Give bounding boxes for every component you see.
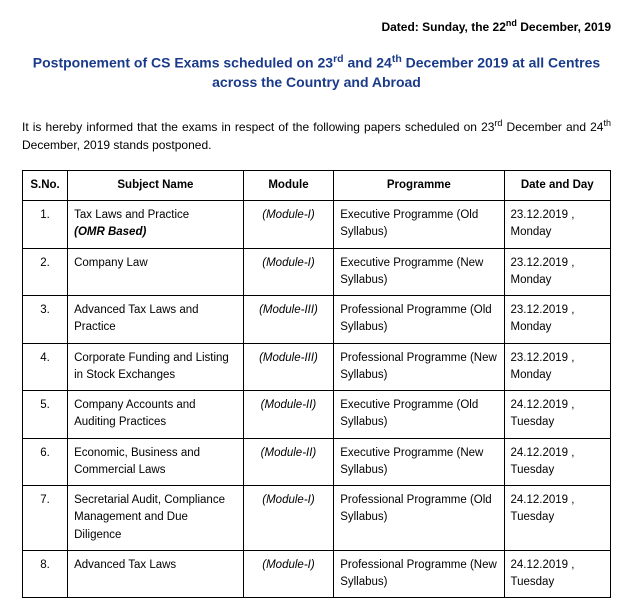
cell-sno: 5. (23, 391, 68, 439)
col-module: Module (243, 170, 333, 200)
intro-text: It is hereby informed that the exams in … (22, 117, 611, 154)
cell-subject: Economic, Business and Commercial Laws (68, 438, 244, 486)
exam-table: S.No. Subject Name Module Programme Date… (22, 170, 611, 599)
cell-subject: Corporate Funding and Listing in Stock E… (68, 343, 244, 391)
cell-dateday: 23.12.2019 , Monday (504, 201, 610, 249)
cell-programme: Executive Programme (New Syllabus) (334, 438, 504, 486)
table-row: 8.Advanced Tax Laws(Module-I)Professiona… (23, 550, 611, 598)
table-row: 6.Economic, Business and Commercial Laws… (23, 438, 611, 486)
col-subject: Subject Name (68, 170, 244, 200)
cell-sno: 3. (23, 296, 68, 344)
cell-module: (Module-III) (243, 343, 333, 391)
cell-dateday: 24.12.2019 , Tuesday (504, 550, 610, 598)
cell-programme: Professional Programme (Old Syllabus) (334, 486, 504, 551)
cell-module: (Module-I) (243, 248, 333, 296)
cell-dateday: 23.12.2019 , Monday (504, 248, 610, 296)
cell-dateday: 24.12.2019 , Tuesday (504, 391, 610, 439)
page-title: Postponement of CS Exams scheduled on 23… (22, 52, 611, 93)
cell-subject: Company Law (68, 248, 244, 296)
cell-module: (Module-I) (243, 201, 333, 249)
subject-extra: (OMR Based) (74, 226, 146, 238)
cell-dateday: 23.12.2019 , Monday (504, 343, 610, 391)
table-row: 3.Advanced Tax Laws and Practice(Module-… (23, 296, 611, 344)
date-line: Dated: Sunday, the 22nd December, 2019 (22, 18, 611, 34)
table-body: 1.Tax Laws and Practice(OMR Based)(Modul… (23, 201, 611, 598)
cell-subject: Advanced Tax Laws (68, 550, 244, 598)
cell-sno: 8. (23, 550, 68, 598)
cell-subject: Tax Laws and Practice(OMR Based) (68, 201, 244, 249)
cell-module: (Module-I) (243, 550, 333, 598)
table-row: 4.Corporate Funding and Listing in Stock… (23, 343, 611, 391)
cell-dateday: 24.12.2019 , Tuesday (504, 486, 610, 551)
cell-sno: 1. (23, 201, 68, 249)
table-row: 5.Company Accounts and Auditing Practice… (23, 391, 611, 439)
cell-programme: Executive Programme (Old Syllabus) (334, 391, 504, 439)
cell-programme: Executive Programme (New Syllabus) (334, 248, 504, 296)
table-row: 7.Secretarial Audit, Compliance Manageme… (23, 486, 611, 551)
col-sno: S.No. (23, 170, 68, 200)
cell-sno: 4. (23, 343, 68, 391)
cell-dateday: 23.12.2019 , Monday (504, 296, 610, 344)
col-dateday: Date and Day (504, 170, 610, 200)
cell-sno: 6. (23, 438, 68, 486)
cell-module: (Module-II) (243, 391, 333, 439)
cell-module: (Module-II) (243, 438, 333, 486)
cell-sno: 2. (23, 248, 68, 296)
cell-programme: Executive Programme (Old Syllabus) (334, 201, 504, 249)
cell-sno: 7. (23, 486, 68, 551)
table-header-row: S.No. Subject Name Module Programme Date… (23, 170, 611, 200)
cell-programme: Professional Programme (New Syllabus) (334, 550, 504, 598)
cell-module: (Module-III) (243, 296, 333, 344)
cell-subject: Advanced Tax Laws and Practice (68, 296, 244, 344)
table-row: 1.Tax Laws and Practice(OMR Based)(Modul… (23, 201, 611, 249)
table-row: 2.Company Law(Module-I)Executive Program… (23, 248, 611, 296)
col-programme: Programme (334, 170, 504, 200)
cell-dateday: 24.12.2019 , Tuesday (504, 438, 610, 486)
cell-programme: Professional Programme (New Syllabus) (334, 343, 504, 391)
cell-programme: Professional Programme (Old Syllabus) (334, 296, 504, 344)
cell-module: (Module-I) (243, 486, 333, 551)
cell-subject: Company Accounts and Auditing Practices (68, 391, 244, 439)
cell-subject: Secretarial Audit, Compliance Management… (68, 486, 244, 551)
